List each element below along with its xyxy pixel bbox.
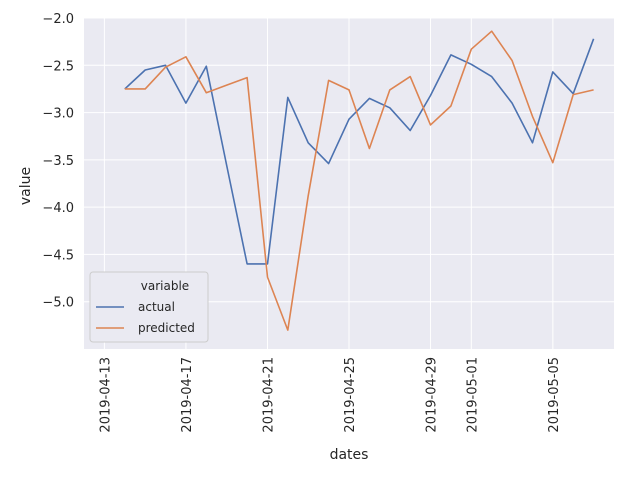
x-tick-labels: 2019-04-13 2019-04-17 2019-04-21 2019-04-25… — [98, 357, 561, 433]
y-axis-label: value — [18, 167, 34, 205]
x-axis-label: dates — [330, 447, 369, 463]
x-tick-label: 2019-04-25 — [343, 357, 358, 433]
y-tick-labels: −2.0 −2.5 −3.0 −3.5 −4.0 −4.5 −5.0 — [42, 12, 74, 311]
legend-label-predicted: predicted — [138, 321, 195, 335]
y-tick-label: −2.0 — [42, 12, 74, 27]
x-tick-label: 2019-05-01 — [465, 357, 480, 433]
x-tick-label: 2019-05-05 — [547, 357, 562, 433]
y-tick-label: −4.0 — [42, 201, 74, 216]
y-tick-label: −5.0 — [42, 296, 74, 311]
x-tick-label: 2019-04-29 — [425, 357, 440, 433]
series-lines — [124, 30, 595, 331]
series-line-predicted — [124, 30, 594, 331]
y-tick-label: −4.5 — [42, 248, 74, 263]
y-tick-label: −2.5 — [42, 59, 74, 74]
x-tick-label: 2019-04-21 — [261, 357, 276, 433]
y-tick-label: −3.5 — [42, 154, 74, 169]
x-tick-label: 2019-04-13 — [98, 357, 113, 433]
x-tick-label: 2019-04-17 — [180, 357, 195, 433]
legend-box — [89, 271, 209, 343]
grid-lines — [84, 17, 614, 349]
legend-label-actual: actual — [138, 300, 175, 314]
series-line-actual — [124, 38, 595, 265]
legend-title: variable — [141, 279, 189, 293]
legend: variable actual predicted — [89, 271, 209, 343]
y-tick-label: −3.0 — [42, 107, 74, 122]
